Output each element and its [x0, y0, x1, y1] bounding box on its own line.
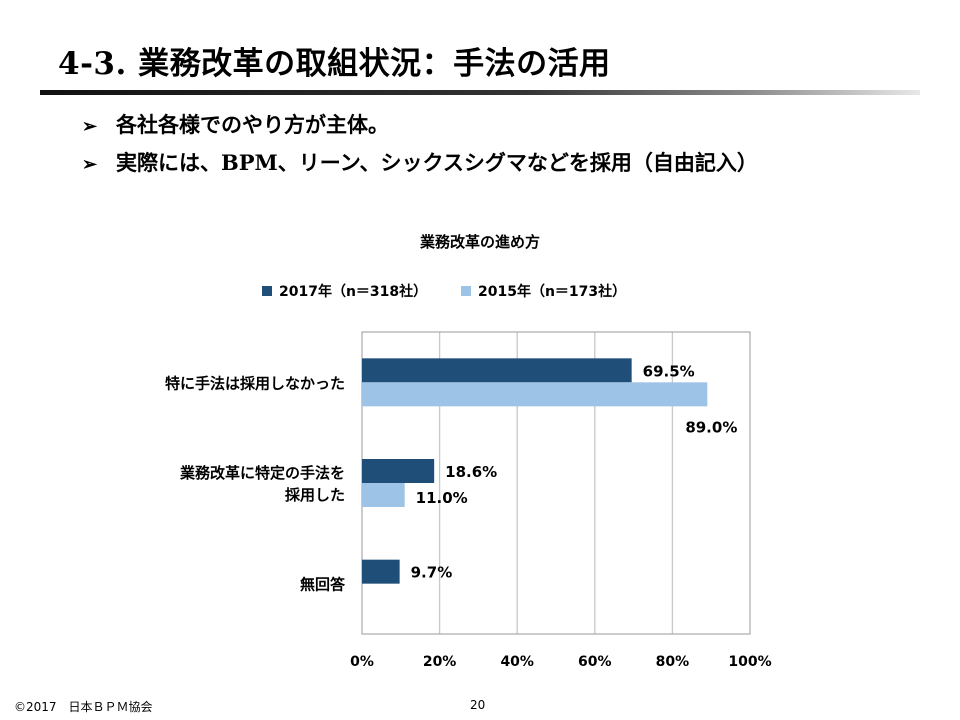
x-tick-label: 80%	[656, 654, 690, 670]
legend-swatch	[262, 286, 272, 296]
bullet-text: 実際には、BPM、リーン、シックスシグマなどを採用（自由記入）	[116, 150, 758, 175]
category-label: 無回答	[300, 576, 346, 594]
data-label: 11.0%	[416, 489, 468, 507]
data-label: 69.5%	[643, 362, 695, 380]
bullet-list: ➢ 各社各様でのやり方が主体。 ➢ 実際には、BPM、リーン、シックスシグマなどを採…	[82, 106, 758, 182]
bar	[362, 358, 632, 383]
legend-swatch	[461, 286, 471, 296]
arrow-bullet-icon: ➢	[82, 154, 98, 175]
x-tick-label: 100%	[728, 654, 771, 670]
data-label: 9.7%	[411, 564, 453, 582]
slide-title: 4-3. 業務改革の取組状況：手法の活用	[58, 46, 611, 82]
legend-label: 2015年（n＝173社）	[478, 283, 626, 300]
arrow-bullet-icon: ➢	[82, 116, 98, 137]
bullet-item: ➢ 実際には、BPM、リーン、シックスシグマなどを採用（自由記入）	[82, 144, 758, 182]
bullet-item: ➢ 各社各様でのやり方が主体。	[82, 106, 758, 144]
x-tick-label: 20%	[423, 654, 457, 670]
bar	[362, 559, 400, 584]
legend-label: 2017年（n＝318社）	[279, 283, 427, 300]
category-label: 採用した	[285, 486, 345, 504]
copyright-footer: ©2017 日本ＢＰＭ協会	[14, 700, 153, 714]
x-tick-label: 60%	[578, 654, 612, 670]
data-label: 89.0%	[685, 418, 737, 436]
data-label: 18.6%	[445, 463, 497, 481]
chart-title: 業務改革の進め方	[419, 233, 540, 251]
page-number: 20	[470, 698, 486, 712]
x-tick-label: 0%	[350, 654, 374, 670]
bar	[362, 459, 435, 483]
bar	[362, 483, 405, 507]
bullet-text: 各社各様でのやり方が主体。	[116, 112, 389, 137]
bar	[362, 382, 708, 407]
x-tick-label: 40%	[500, 654, 534, 670]
title-rule	[40, 90, 920, 95]
category-label: 業務改革に特定の手法を	[179, 464, 345, 482]
category-label: 特に手法は採用しなかった	[165, 374, 345, 392]
